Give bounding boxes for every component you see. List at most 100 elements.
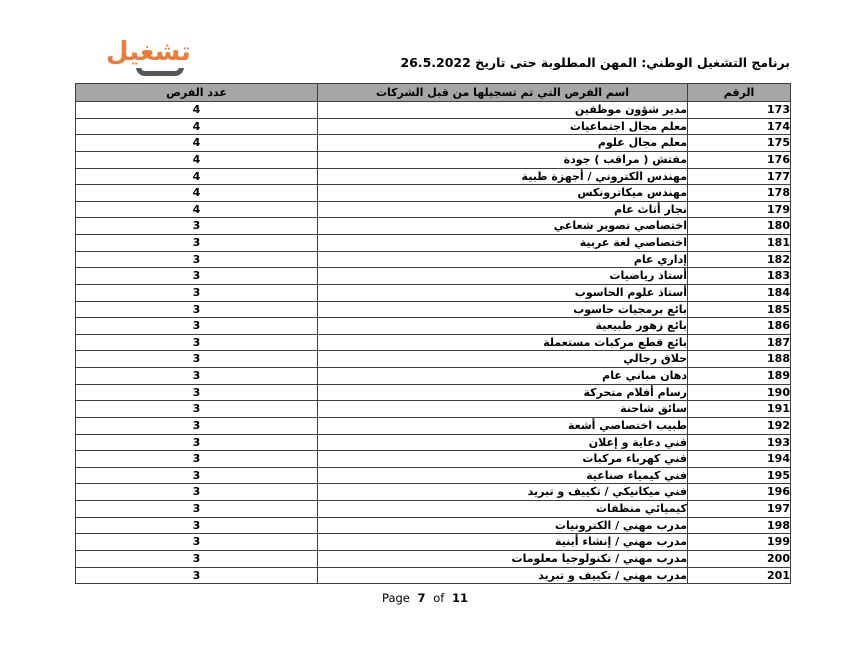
table-row: 174 معلم مجال اجتماعيات 4	[75, 117, 791, 136]
opportunity-count-cell: 3	[75, 367, 318, 385]
page-footer: Page 7 of 11	[0, 591, 850, 605]
opportunity-count-cell: 3	[75, 283, 318, 302]
table-row: 183 أستاذ رياضيات 3	[75, 267, 791, 285]
row-number-cell: 180	[687, 217, 791, 235]
row-number-cell: 199	[687, 533, 791, 551]
opportunity-count-cell: 3	[75, 234, 318, 252]
row-number-cell: 177	[687, 167, 791, 186]
job-name-cell: كيميائي منظفات	[317, 500, 688, 518]
job-name-cell: حلاق رجالي	[317, 350, 688, 368]
table-row: 189 دهان مباني عام 3	[75, 367, 791, 385]
job-name-cell: معلم مجال اجتماعيات	[317, 117, 688, 136]
table-row: 199 مدرب مهني / إنشاء أبنية 3	[75, 533, 791, 551]
table-header-row: الرقم اسم الفرص التي تم تسجيلها من قبل ا…	[75, 83, 791, 102]
row-number-cell: 187	[687, 333, 791, 352]
row-number-cell: 178	[687, 184, 791, 202]
table-row: 182 إداري عام 3	[75, 250, 791, 269]
job-name-cell: أستاذ علوم الحاسوب	[317, 283, 688, 302]
table-row: 173 مدير شؤون موظفين 4	[75, 101, 791, 119]
opportunity-count-cell: 4	[75, 167, 318, 186]
job-name-cell: مفتش ( مراقب ) جودة	[317, 150, 688, 169]
footer-total-pages: 11	[451, 591, 468, 605]
row-number-cell: 173	[687, 101, 791, 119]
opportunity-count-cell: 3	[75, 267, 318, 285]
job-name-cell: معلم مجال علوم	[317, 134, 688, 152]
job-name-cell: مهندس الكتروني / أجهزة طبية	[317, 167, 688, 186]
jobs-table: الرقم اسم الفرص التي تم تسجيلها من قبل ا…	[75, 83, 791, 585]
row-number-cell: 184	[687, 283, 791, 302]
row-number-cell: 182	[687, 250, 791, 269]
row-number-cell: 194	[687, 450, 791, 468]
job-name-cell: دهان مباني عام	[317, 367, 688, 385]
opportunity-count-cell: 3	[75, 383, 318, 402]
row-number-cell: 185	[687, 300, 791, 319]
job-name-cell: فني دعاية و إعلان	[317, 433, 688, 452]
opportunity-count-cell: 3	[75, 350, 318, 368]
table-header: الرقم اسم الفرص التي تم تسجيلها من قبل ا…	[75, 83, 791, 102]
table-row: 192 طبيب اختصاصي أشعة 3	[75, 416, 791, 435]
opportunity-count-cell: 3	[75, 483, 318, 501]
job-name-cell: بائع زهور طبيعية	[317, 317, 688, 335]
row-number-cell: 175	[687, 134, 791, 152]
table-row: 188 حلاق رجالي 3	[75, 350, 791, 368]
table-row: 185 بائع برمجيات حاسوب 3	[75, 300, 791, 319]
job-name-cell: مهندس ميكاترونكس	[317, 184, 688, 202]
footer-page-word: Page	[382, 591, 410, 605]
opportunity-count-cell: 3	[75, 333, 318, 352]
opportunity-count-cell: 3	[75, 566, 318, 585]
row-number-cell: 174	[687, 117, 791, 136]
table-row: 193 فني دعاية و إعلان 3	[75, 433, 791, 452]
column-header-count: عدد الفرص	[75, 83, 318, 102]
opportunity-count-cell: 3	[75, 549, 318, 568]
table-body: 173 مدير شؤون موظفين 4 174 معلم مجال اجتماعي…	[75, 101, 791, 585]
row-number-cell: 189	[687, 367, 791, 385]
table-row: 179 نجار أثاث عام 4	[75, 200, 791, 219]
job-name-cell: أستاذ رياضيات	[317, 267, 688, 285]
opportunity-count-cell: 3	[75, 317, 318, 335]
opportunity-count-cell: 3	[75, 416, 318, 435]
table-row: 181 اختصاصي لغة عربية 3	[75, 234, 791, 252]
job-name-cell: طبيب اختصاصي أشعة	[317, 416, 688, 435]
row-number-cell: 195	[687, 466, 791, 485]
row-number-cell: 179	[687, 200, 791, 219]
job-name-cell: مدرب مهني / الكترونيات	[317, 516, 688, 535]
opportunity-count-cell: 3	[75, 300, 318, 319]
page-title: برنامج التشغيل الوطني: المهن المطلوبة حت…	[400, 55, 790, 70]
opportunity-count-cell: 3	[75, 433, 318, 452]
row-number-cell: 197	[687, 500, 791, 518]
job-name-cell: سائق شاحنة	[317, 400, 688, 418]
job-name-cell: نجار أثاث عام	[317, 200, 688, 219]
opportunity-count-cell: 4	[75, 200, 318, 219]
row-number-cell: 193	[687, 433, 791, 452]
opportunity-count-cell: 3	[75, 516, 318, 535]
opportunity-count-cell: 3	[75, 466, 318, 485]
job-name-cell: بائع برمجيات حاسوب	[317, 300, 688, 319]
table-row: 187 بائع قطع مركبات مستعملة 3	[75, 333, 791, 352]
job-name-cell: إداري عام	[317, 250, 688, 269]
row-number-cell: 183	[687, 267, 791, 285]
row-number-cell: 201	[687, 566, 791, 585]
row-number-cell: 198	[687, 516, 791, 535]
row-number-cell: 186	[687, 317, 791, 335]
opportunity-count-cell: 4	[75, 150, 318, 169]
table-row: 176 مفتش ( مراقب ) جودة 4	[75, 150, 791, 169]
job-name-cell: مدرب مهني / تكنولوجيا معلومات	[317, 549, 688, 568]
opportunity-count-cell: 3	[75, 217, 318, 235]
table-row: 196 فني ميكانيكي / تكييف و تبريد 3	[75, 483, 791, 501]
table-row: 200 مدرب مهني / تكنولوجيا معلومات 3	[75, 549, 791, 568]
table-row: 198 مدرب مهني / الكترونيات 3	[75, 516, 791, 535]
table-row: 184 أستاذ علوم الحاسوب 3	[75, 283, 791, 302]
table-row: 178 مهندس ميكاترونكس 4	[75, 184, 791, 202]
job-name-cell: بائع قطع مركبات مستعملة	[317, 333, 688, 352]
job-name-cell: فني كيمياء صناعية	[317, 466, 688, 485]
table-row: 194 فني كهرباء مركبات 3	[75, 450, 791, 468]
table-row: 180 اختصاصي تصوير شعاعي 3	[75, 217, 791, 235]
opportunity-count-cell: 3	[75, 533, 318, 551]
logo-wordmark: تشغيل	[104, 36, 193, 68]
opportunity-count-cell: 3	[75, 450, 318, 468]
footer-of-word: of	[433, 591, 445, 605]
opportunity-count-cell: 3	[75, 250, 318, 269]
row-number-cell: 191	[687, 400, 791, 418]
table-row: 186 بائع زهور طبيعية 3	[75, 317, 791, 335]
table-row: 201 مدرب مهني / تكييف و تبريد 3	[75, 566, 791, 585]
